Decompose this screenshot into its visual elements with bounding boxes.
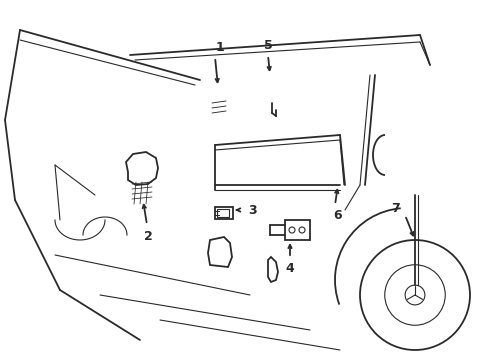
Polygon shape [208,237,232,267]
Text: 2: 2 [144,230,152,243]
Text: 5: 5 [264,39,272,51]
Circle shape [405,285,425,305]
Polygon shape [126,152,158,185]
Bar [285,220,310,240]
Text: 1: 1 [216,41,224,54]
Text: 7: 7 [391,202,399,215]
Bar [215,207,233,219]
Bar [217,209,229,217]
Text: 6: 6 [334,208,343,221]
Text: 3: 3 [247,203,256,216]
Text: 4: 4 [286,261,294,275]
Polygon shape [268,257,278,282]
